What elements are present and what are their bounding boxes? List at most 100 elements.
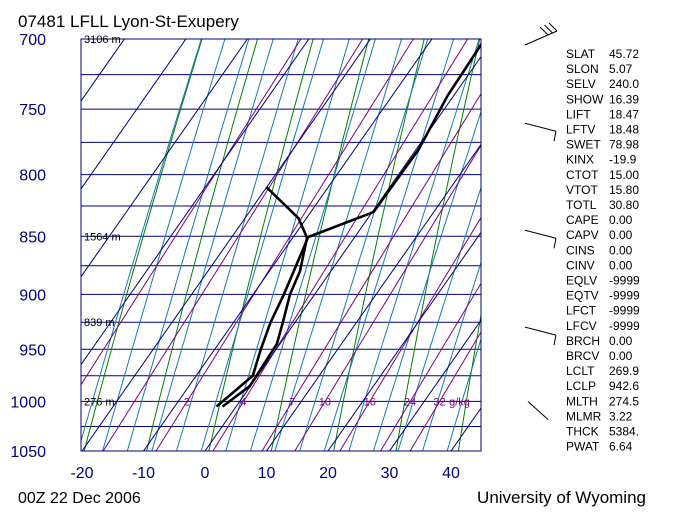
index-value: 18.47 bbox=[609, 107, 639, 121]
height-label: 3106 m bbox=[84, 34, 121, 46]
moist-adiabat-line bbox=[126, 39, 250, 451]
dry-adiabat-line bbox=[457, 312, 481, 451]
index-value: 5.07 bbox=[609, 62, 633, 76]
mixing-ratio-label: g/kg bbox=[449, 396, 470, 408]
pressure-tick-label: 1000 bbox=[10, 394, 46, 411]
index-name: KINX bbox=[566, 153, 594, 167]
index-name: LCLP bbox=[566, 379, 596, 393]
index-name: SLON bbox=[566, 62, 599, 76]
dry-adiabat-line bbox=[270, 39, 370, 451]
mixing-ratio-lines bbox=[81, 39, 481, 451]
moist-adiabat-line bbox=[446, 337, 481, 451]
moist-adiabat-line bbox=[323, 39, 455, 451]
index-name: MLMR bbox=[566, 409, 602, 423]
height-label: 276 m bbox=[84, 396, 115, 408]
pressure-tick-label: 750 bbox=[19, 102, 46, 119]
index-name: BRCH bbox=[566, 334, 600, 348]
index-value: -19.9 bbox=[609, 153, 637, 167]
moist-adiabat-line bbox=[274, 39, 403, 451]
isotherm-line bbox=[265, 143, 481, 451]
height-labels: 3106 m 1564 m 839 m 276 m bbox=[84, 34, 121, 408]
index-name: CINV bbox=[566, 258, 595, 272]
pressure-tick-label: 850 bbox=[19, 229, 46, 246]
mixing-ratio-label: 10 bbox=[319, 396, 331, 408]
temperature-tick-label: 40 bbox=[442, 465, 460, 482]
thermodynamic-lines bbox=[81, 39, 481, 451]
sounding-profiles bbox=[215, 42, 481, 408]
mixing-ratio-line bbox=[155, 39, 414, 451]
index-value: 240.0 bbox=[609, 77, 639, 91]
index-value: -9999 bbox=[609, 319, 640, 333]
isobar-gridlines bbox=[81, 38, 481, 452]
index-value: 3.22 bbox=[609, 409, 633, 423]
wind-barb bbox=[527, 401, 549, 420]
mixing-ratio-label: 2 bbox=[184, 396, 190, 408]
temperature-profile-line bbox=[221, 42, 481, 408]
dry-adiabat-line bbox=[208, 39, 314, 451]
index-value: 942.6 bbox=[609, 379, 639, 393]
temperature-tick-label: 20 bbox=[319, 465, 337, 482]
wind-barb bbox=[524, 22, 558, 46]
index-name: LIFT bbox=[566, 107, 591, 121]
index-value: 274.5 bbox=[609, 394, 639, 408]
isotherm-line bbox=[81, 39, 371, 451]
isotherm-line bbox=[81, 39, 310, 366]
index-value: 45.72 bbox=[609, 47, 639, 61]
moist-adiabat-line bbox=[175, 39, 299, 451]
wind-barb bbox=[524, 326, 557, 346]
temperature-tick-label: 10 bbox=[258, 465, 276, 482]
index-value: -9999 bbox=[609, 304, 640, 318]
isotherm-line bbox=[204, 55, 481, 451]
temperature-axis-labels: -20 -10 0 10 20 30 40 bbox=[70, 465, 460, 482]
temperature-tick-label: 0 bbox=[201, 465, 210, 482]
mixing-ratio-label: 24 bbox=[404, 396, 416, 408]
index-name: SLAT bbox=[566, 47, 596, 61]
index-name: LCLT bbox=[566, 364, 595, 378]
moist-adiabat-line bbox=[397, 185, 481, 451]
index-value: 269.9 bbox=[609, 364, 639, 378]
isotherm-line bbox=[142, 39, 433, 451]
moist-adiabat-line bbox=[299, 39, 429, 451]
index-name: SELV bbox=[566, 77, 596, 91]
index-value: 30.80 bbox=[609, 198, 639, 212]
mixing-ratio-line bbox=[212, 39, 469, 451]
index-name: CAPE bbox=[566, 213, 599, 227]
dry-adiabat-line bbox=[333, 39, 425, 451]
height-label: 839 m bbox=[84, 317, 115, 329]
index-value: 0.00 bbox=[609, 213, 633, 227]
index-value: 0.00 bbox=[609, 258, 633, 272]
dewpoint-profile-line bbox=[215, 186, 309, 408]
index-value: 16.39 bbox=[609, 92, 639, 106]
index-name: LFCV bbox=[566, 319, 597, 333]
moist-adiabat-line bbox=[249, 39, 376, 451]
mixing-ratio-line bbox=[102, 39, 364, 451]
pressure-tick-label: 900 bbox=[19, 287, 46, 304]
pressure-axis-labels: 700 750 800 850 900 950 1000 1050 bbox=[10, 32, 46, 461]
mixing-ratio-line bbox=[261, 92, 481, 451]
plot-frame bbox=[80, 38, 482, 452]
mixing-ratio-label: 4 bbox=[240, 396, 246, 408]
index-name: LFCT bbox=[566, 304, 597, 318]
wind-barbs bbox=[524, 22, 558, 420]
index-name: SHOW bbox=[566, 92, 604, 106]
footer-left: 00Z 22 Dec 2006 bbox=[18, 490, 141, 507]
index-value: 0.00 bbox=[609, 228, 633, 242]
temperature-tick-label: -20 bbox=[70, 465, 93, 482]
mixing-ratio-line bbox=[339, 216, 481, 451]
index-value: -9999 bbox=[609, 289, 640, 303]
dry-adiabat-line bbox=[146, 39, 259, 451]
mixing-ratio-line bbox=[379, 282, 481, 451]
mixing-ratio-labels: 2 4 7 10 16 24 32 g/kg bbox=[184, 396, 470, 408]
mixing-ratio-line bbox=[294, 144, 481, 451]
index-name: VTOT bbox=[566, 183, 598, 197]
index-name: MLTH bbox=[566, 394, 598, 408]
index-value: 6.64 bbox=[609, 440, 633, 454]
isotherm-line bbox=[327, 231, 481, 451]
isotherm-line bbox=[450, 407, 481, 451]
index-name: EQTV bbox=[566, 289, 599, 303]
moist-adiabat-line bbox=[81, 39, 202, 443]
index-value: 5384. bbox=[609, 425, 639, 439]
index-name: THCK bbox=[566, 425, 599, 439]
mixing-ratio-label: 32 bbox=[433, 396, 445, 408]
index-name: CAPV bbox=[566, 228, 599, 242]
